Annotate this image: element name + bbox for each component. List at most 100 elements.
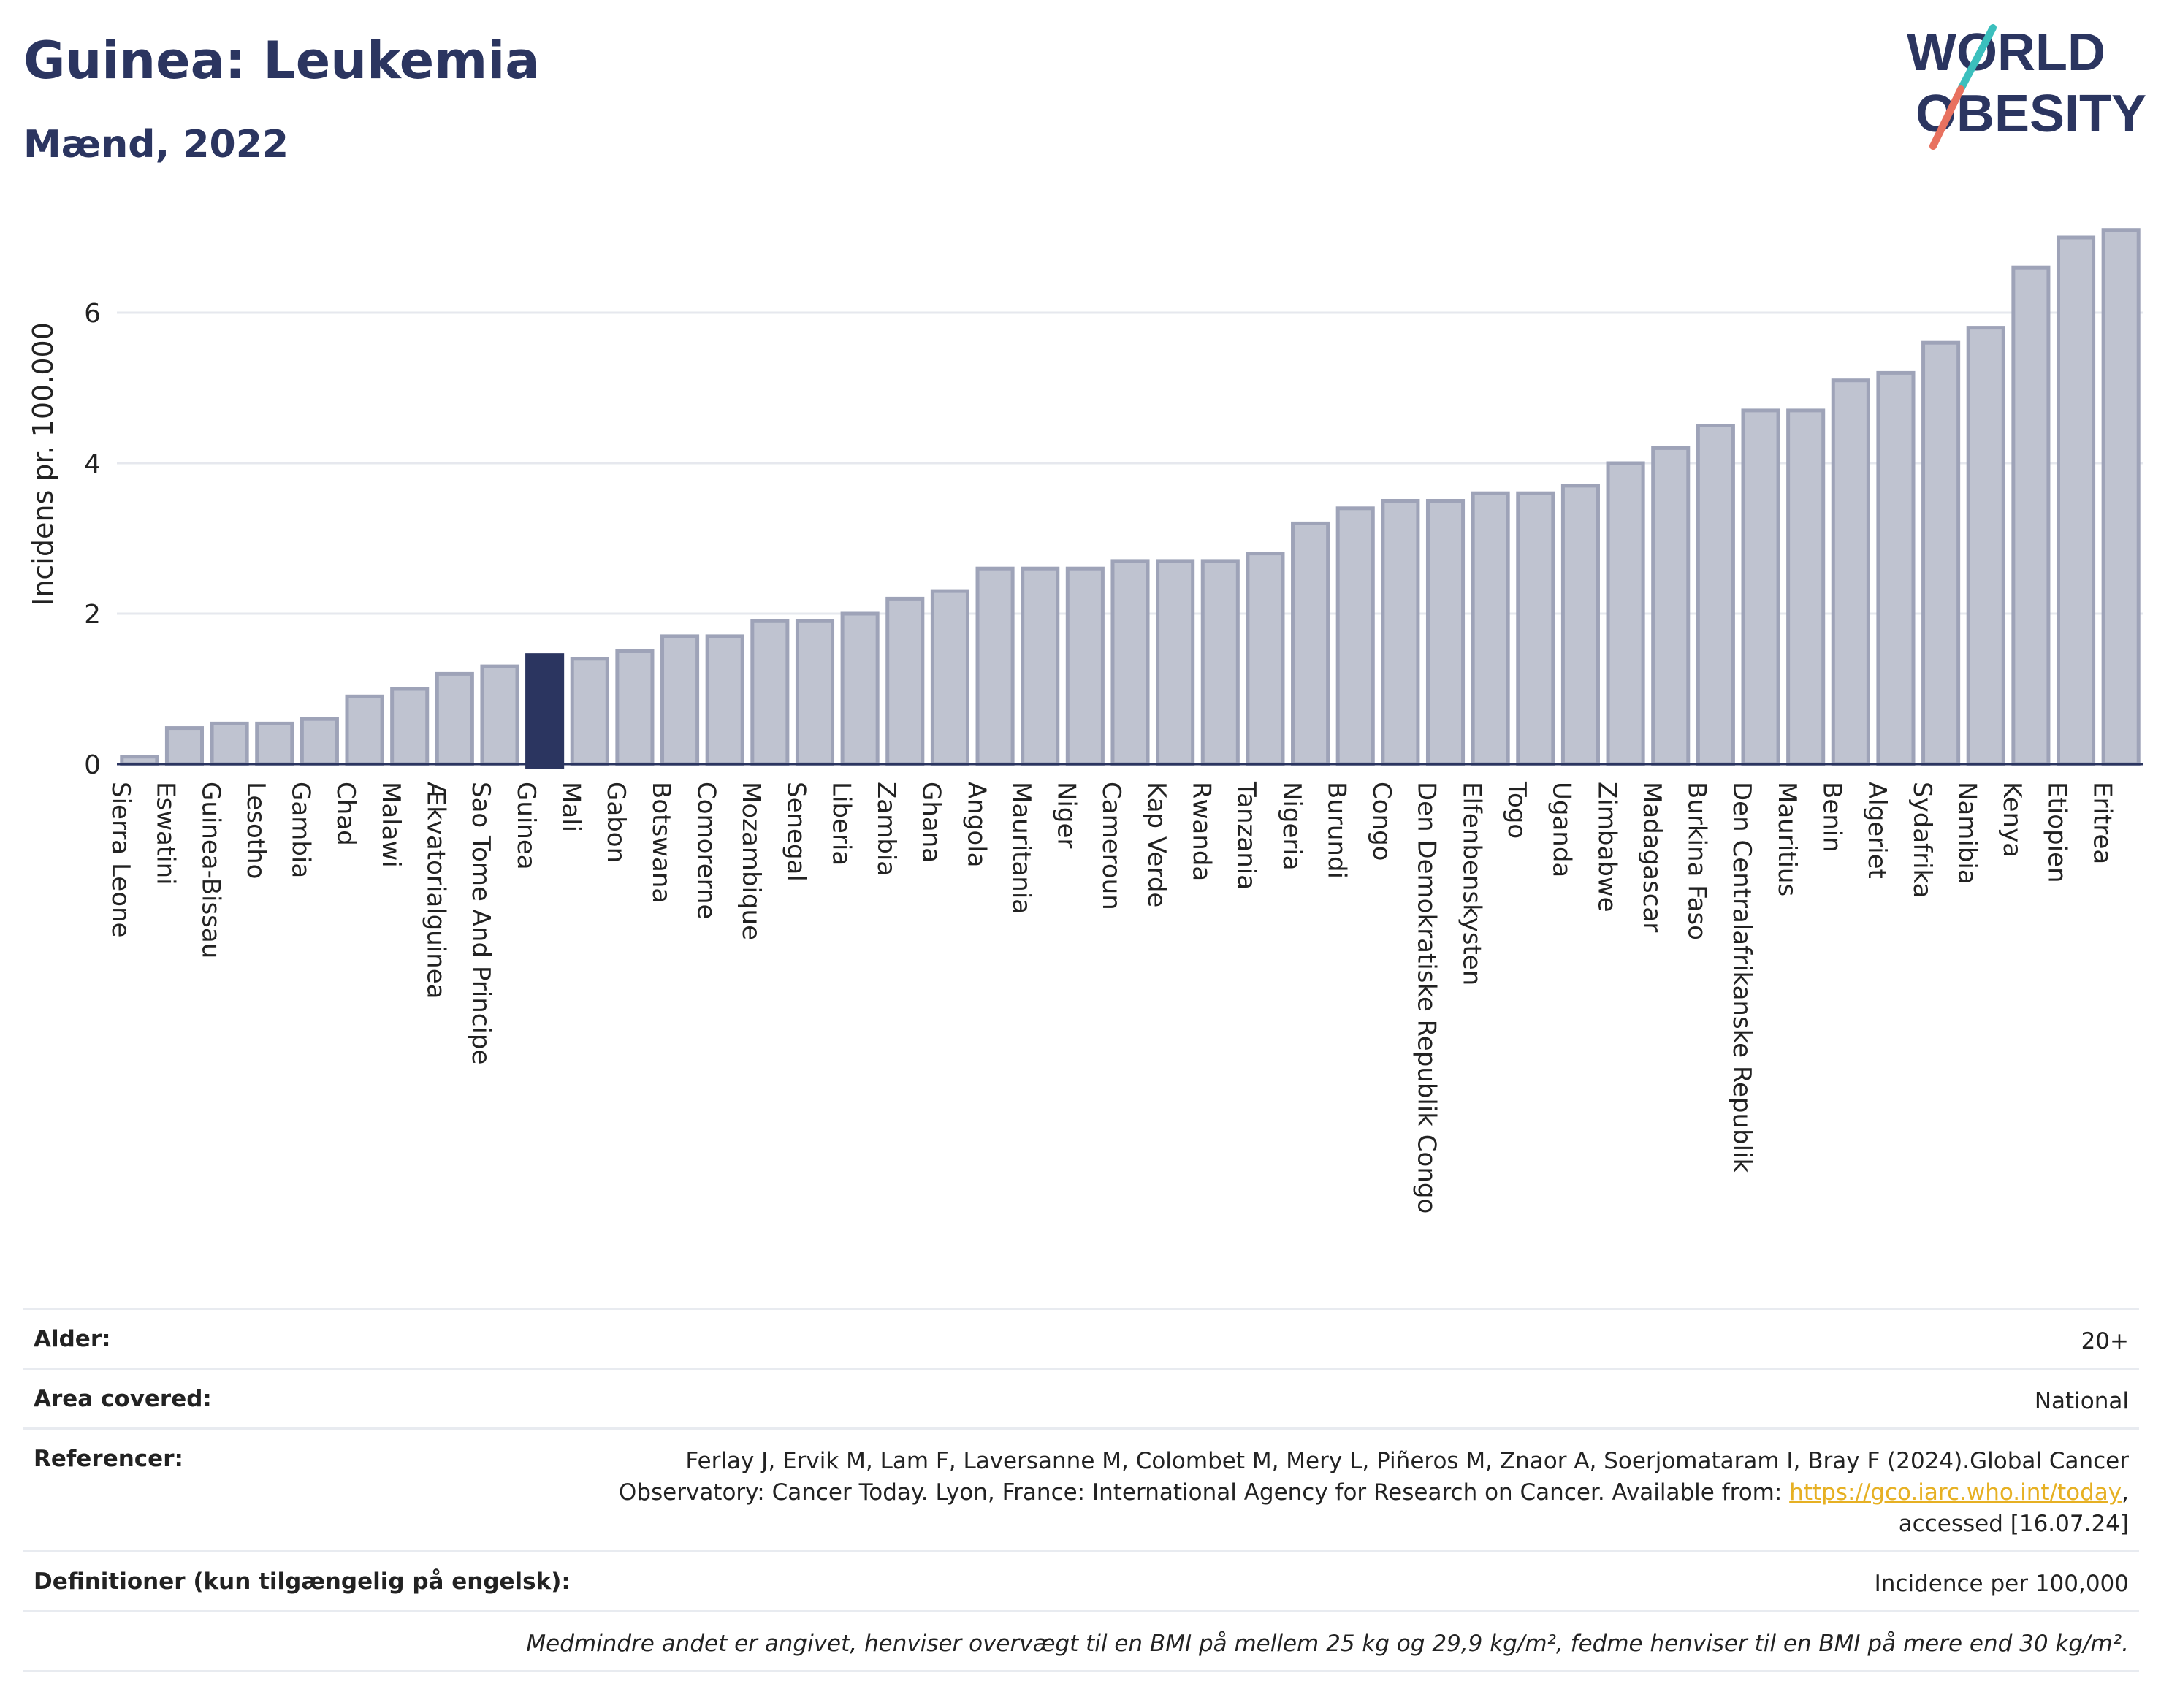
bar <box>1246 552 1285 766</box>
bar <box>164 726 205 766</box>
bar <box>1425 499 1466 766</box>
bar <box>1786 408 1826 766</box>
x-tick-label: Mali <box>556 782 585 832</box>
references-label: Referencer: <box>23 1427 588 1552</box>
x-tick-label: Elfenbenskysten <box>1457 782 1486 985</box>
x-tick-label: Sydafrika <box>1907 782 1937 898</box>
logo-slash-top <box>1957 24 1997 93</box>
bar <box>1831 378 1870 766</box>
x-tick-label: Uganda <box>1547 782 1577 877</box>
x-tick-label: Eswatini <box>151 782 180 885</box>
reference-text-3: accessed [16.07.24] <box>1898 1511 2129 1537</box>
bar <box>930 589 969 766</box>
x-tick-label: Den Centralafrikanske Republik <box>1727 782 1756 1173</box>
logo-line-2: OBESITY <box>1916 85 2146 143</box>
x-tick-label: Burundi <box>1322 782 1351 879</box>
bar <box>705 634 744 766</box>
age-label: Alder: <box>23 1308 588 1369</box>
area-value: National <box>587 1368 2139 1429</box>
bar <box>1651 446 1691 766</box>
x-tick-label: Ækvatorialguinea <box>422 782 451 999</box>
bar <box>300 717 339 766</box>
x-tick-label: Nigeria <box>1277 782 1306 871</box>
y-tick-label: 2 <box>84 600 101 630</box>
reference-link[interactable]: https://gco.iarc.who.int/today <box>1789 1479 2122 1506</box>
x-tick-label: Tanzania <box>1232 781 1261 890</box>
x-tick-label: Gabon <box>601 782 630 863</box>
x-tick-label: Malawi <box>376 782 405 868</box>
x-tick-label: Madagascar <box>1637 782 1666 932</box>
logo-line-1: WORLD <box>1907 23 2105 82</box>
bar <box>1156 559 1195 766</box>
bar <box>1876 370 1916 766</box>
bar <box>1200 559 1240 766</box>
bar <box>1966 326 2005 766</box>
x-tick-label: Kap Verde <box>1142 782 1171 907</box>
bar <box>1741 408 1780 766</box>
x-tick-label: Burkina Faso <box>1682 782 1712 940</box>
y-tick-label: 0 <box>84 750 101 780</box>
x-tick-label: Mauritius <box>1772 782 1802 896</box>
bar <box>795 619 835 766</box>
x-tick-label: Den Demokratiske Republik Congo <box>1412 782 1441 1213</box>
bar <box>390 687 430 766</box>
reference-text-2: Observatory: Cancer Today. Lyon, France:… <box>618 1479 1783 1506</box>
bar <box>120 755 159 766</box>
logo-slash-bottom <box>1929 85 1964 150</box>
bar <box>2056 235 2096 766</box>
x-tick-label: Mauritania <box>1007 782 1036 914</box>
bar <box>1110 559 1150 766</box>
y-tick-label: 6 <box>84 299 101 329</box>
bar <box>840 611 880 766</box>
definitions-value: Incidence per 100,000 <box>587 1550 2139 1612</box>
bar <box>210 721 249 766</box>
bar <box>1291 521 1330 766</box>
bar <box>1471 491 1510 766</box>
x-tick-label: Zimbabwe <box>1592 782 1621 912</box>
world-obesity-logo: WORLD OBESITY <box>1907 23 2146 150</box>
x-tick-label: Liberia <box>826 782 855 866</box>
definitions-label: Definitioner (kun tilgængelig på engelsk… <box>23 1550 588 1612</box>
info-table: Alder: 20+ Area covered: National Refere… <box>23 1308 2139 1672</box>
bars <box>120 228 2141 769</box>
chart-subtitle: Mænd, 2022 <box>23 123 289 167</box>
x-tick-label: Ghana <box>917 782 946 863</box>
x-tick-label: Zambia <box>872 782 901 876</box>
footnote: Medmindre andet er angivet, henviser ove… <box>23 1610 2139 1672</box>
x-tick-label: Chad <box>331 782 360 846</box>
bar <box>435 671 474 766</box>
bar <box>885 596 925 766</box>
chart-title: Guinea: Leukemia <box>23 31 540 91</box>
bar <box>255 721 294 766</box>
bar <box>1335 506 1375 766</box>
x-tick-label: Algeriet <box>1862 782 1891 879</box>
x-tick-label: Namibia <box>1952 782 1981 885</box>
bar-highlight <box>525 653 565 769</box>
bar <box>1921 340 1961 766</box>
x-tick-label: Sierra Leone <box>106 782 135 937</box>
x-tick-label: Kenya <box>1997 782 2027 858</box>
x-tick-label: Benin <box>1818 782 1847 853</box>
x-tick-label: Angola <box>961 782 991 867</box>
bar <box>1696 424 1735 766</box>
bar <box>1381 499 1420 766</box>
bar <box>1606 461 1645 766</box>
x-tick-label: Togo <box>1502 781 1531 839</box>
bar <box>615 649 655 766</box>
x-tick-label: Cameroun <box>1097 782 1126 910</box>
x-tick-label: Comorerne <box>691 782 720 919</box>
bar <box>1560 484 1600 766</box>
axes: 0 2 4 6 Sierra Leone Eswatini Guinea-Bissau Les… <box>84 299 2143 1213</box>
references-row: Referencer: Ferlay J, Ervik M, Lam F, La… <box>23 1427 2139 1552</box>
bar <box>660 634 700 766</box>
age-value: 20+ <box>587 1308 2139 1369</box>
y-axis-label: Incidens pr. 100.000 <box>27 322 59 606</box>
bar <box>1516 491 1555 766</box>
x-tick-label: Botswana <box>647 782 676 903</box>
x-tick-label: Niger <box>1052 782 1081 848</box>
bar <box>2101 228 2141 766</box>
bar <box>750 619 790 766</box>
bar <box>345 694 384 766</box>
area-row: Area covered: National <box>23 1368 2139 1429</box>
x-tick-label: Congo <box>1367 782 1396 861</box>
